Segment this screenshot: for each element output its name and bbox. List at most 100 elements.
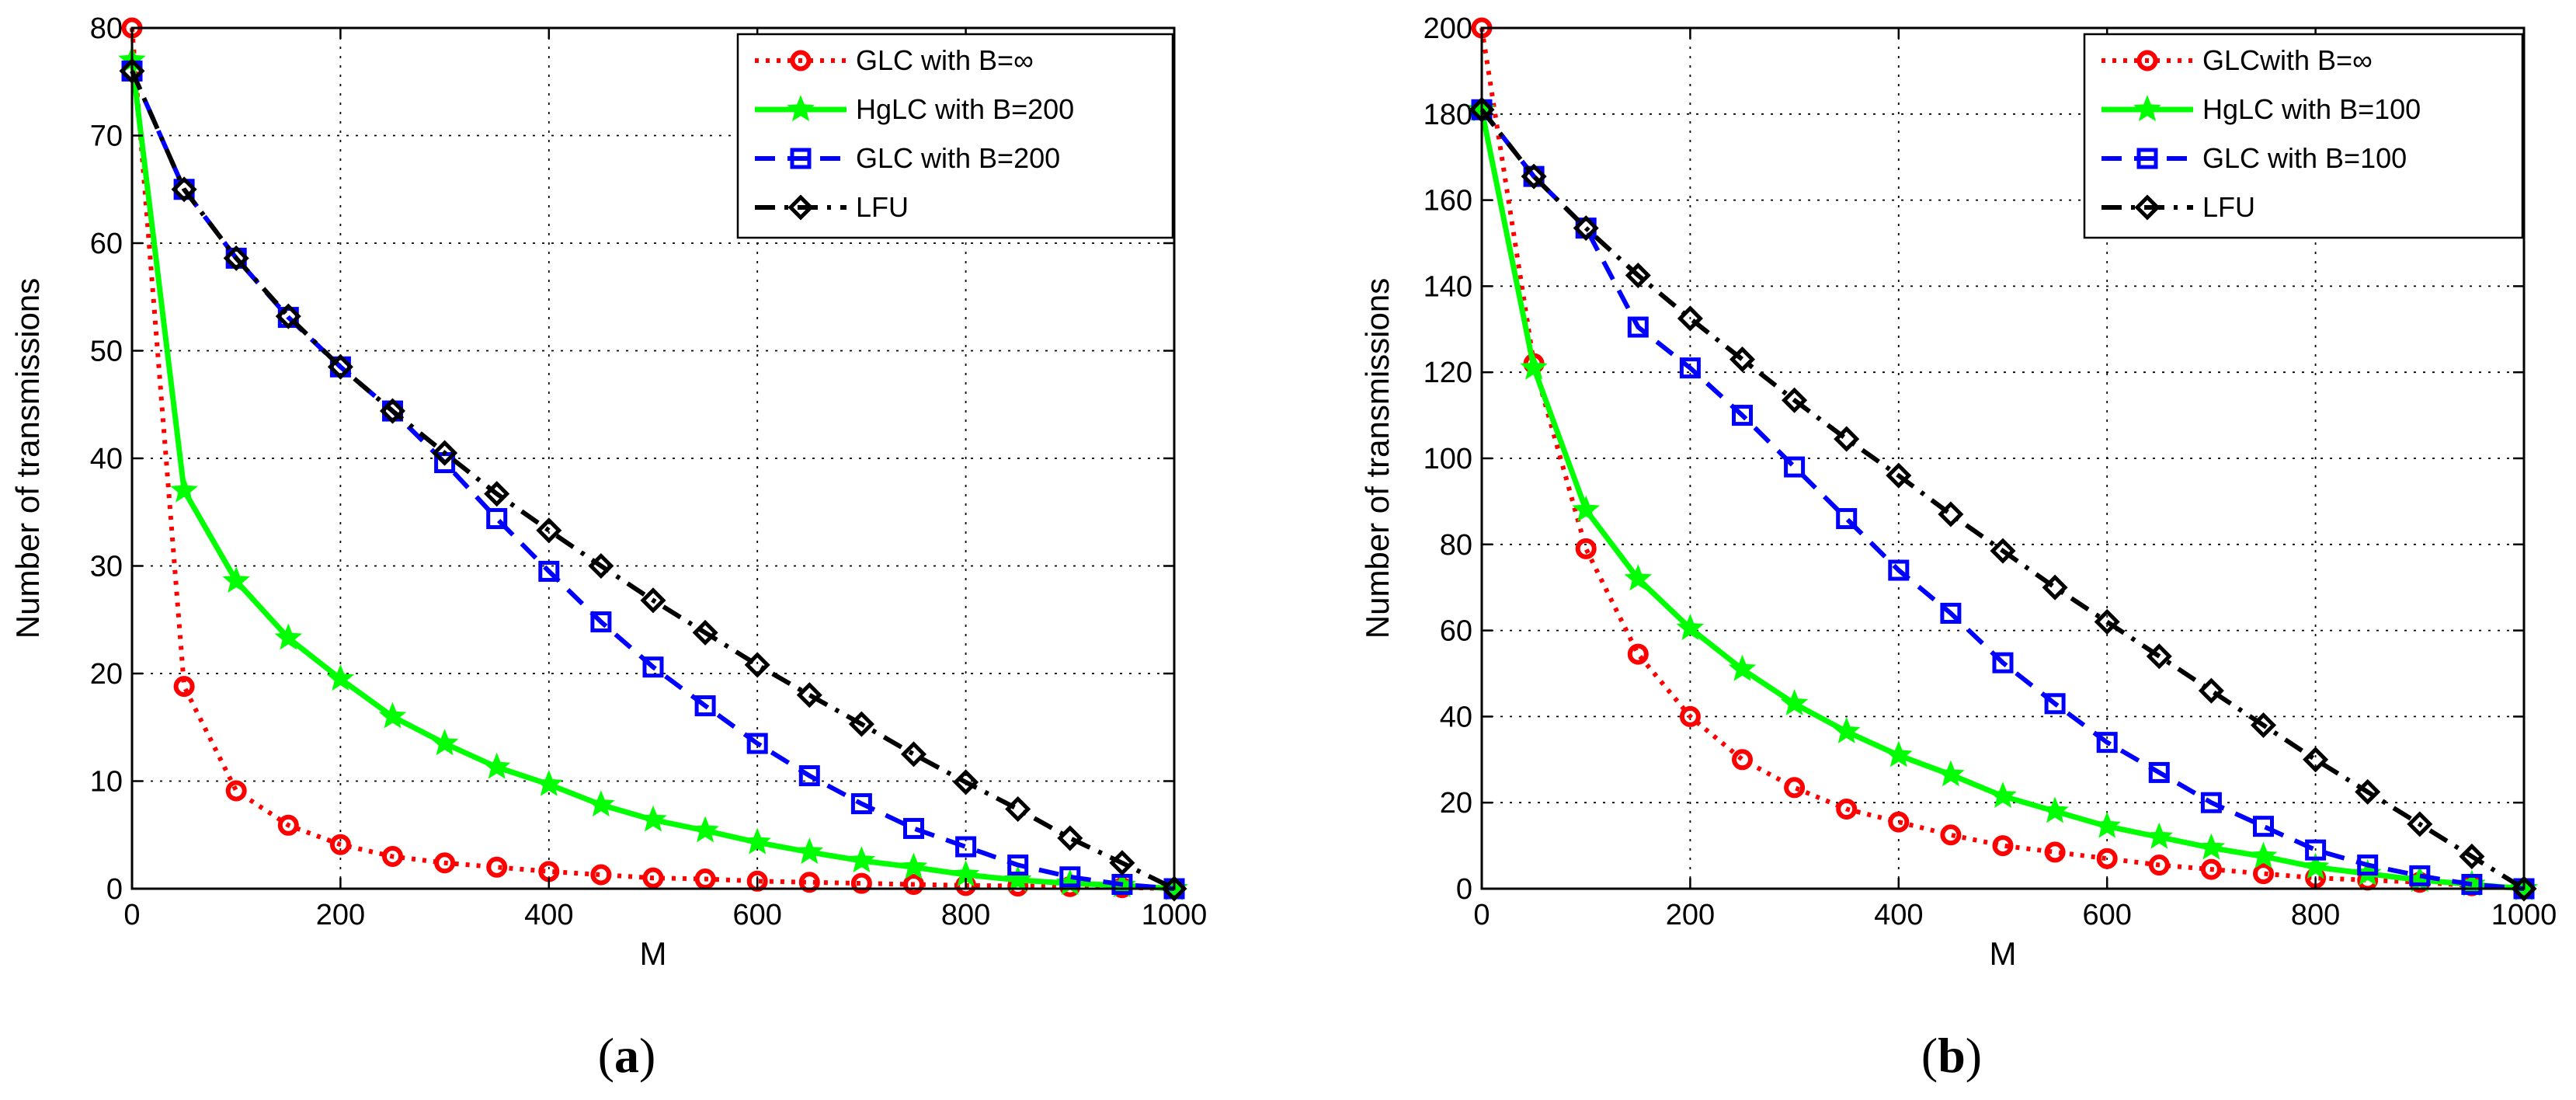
x-tick-label: 0 [123,899,140,931]
x-tick-label: 800 [941,899,990,931]
y-tick-label: 50 [90,336,123,368]
legend-entry: HgLC with B=200 [755,93,1074,125]
data-point [2303,747,2329,773]
data-point [1111,873,1133,895]
series-2 [1468,95,2538,901]
data-point [430,729,459,756]
data-point [1938,501,1964,527]
y-tick-label: 40 [90,443,123,475]
data-point [1625,263,1651,289]
legend-entry: LFU [2101,191,2255,223]
data-point [847,846,876,873]
data-point [2044,841,2066,863]
data-point [1992,652,2014,674]
x-axis-label: M [1990,935,2017,972]
data-point [588,552,614,580]
legend-entry: HgLC with B=100 [2101,93,2421,125]
data-point [1784,777,1806,799]
data-point [903,817,924,839]
x-tick-label: 600 [2082,899,2131,931]
x-tick-label: 800 [2291,899,2340,931]
data-point [2148,855,2170,876]
x-tick-label: 1000 [1142,899,1208,931]
data-point [1888,559,1910,581]
data-point [1832,717,1861,743]
data-point [1886,462,1912,489]
data-point [903,873,924,895]
data-point [274,623,303,650]
data-point [1627,316,1649,338]
data-point [798,765,820,787]
panel-label-b: (b) [1921,1028,1982,1083]
legend-label: HgLC with B=200 [856,93,1074,125]
data-point [2200,858,2222,880]
data-point [2407,811,2433,837]
data-point [1575,538,1597,559]
x-tick-label: 1000 [2491,899,2557,931]
legend-label: GLCwith B=∞ [2202,44,2373,76]
legend-entry: GLC with B=∞ [755,44,1034,76]
data-point [900,741,927,768]
data-point [2096,732,2118,754]
series-layer [1468,17,2538,902]
series-line [1479,27,2525,891]
data-point [1940,602,1962,624]
y-tick-label: 20 [1440,787,1472,820]
data-point [1836,799,1858,820]
data-point [2198,677,2224,704]
data-point [2409,865,2431,886]
legend-marker [2133,95,2161,122]
data-point [486,856,508,878]
data-point [275,303,301,329]
data-point [382,845,403,867]
data-point [639,805,667,832]
x-axis-label: M [640,935,667,972]
data-point [1940,824,1962,846]
data-point [1109,850,1135,876]
data-point [277,814,299,836]
data-point [848,711,874,737]
y-tick-label: 160 [1424,185,1472,218]
data-point [1992,835,2014,857]
y-tick-label: 60 [1440,615,1472,648]
data-point [796,682,822,708]
axis-ticks: 0 200 400 600 800 1000 0 10 20 30 40 50 60 70 80 [90,12,1208,931]
y-axis-label: Number of transmissions [1359,278,1396,639]
legend-label: GLC with B=100 [2202,142,2407,174]
legend-marker [790,50,812,71]
panel-label-a: (a) [598,1028,656,1083]
data-point [2301,852,2330,879]
data-point [326,664,355,691]
y-tick-label: 80 [90,12,123,45]
chart-panel-a: 0 200 400 600 800 1000 0 10 20 30 40 50 60 70 80 M Num… [9,12,1207,1083]
legend-label: GLC with B=∞ [856,44,1034,76]
data-point [590,611,612,633]
data-point [432,440,458,466]
data-point [1679,357,1701,379]
data-point [899,852,928,879]
data-point [1005,795,1031,823]
data-point [223,245,249,271]
legend-label: HgLC with B=100 [2202,93,2421,125]
data-point [2250,712,2277,739]
panel-letter-a: a [614,1028,639,1083]
data-point [2200,792,2222,813]
data-point [2041,796,2069,823]
data-point [2305,839,2327,861]
legend-entry: LFU [755,191,909,223]
data-point [1728,654,1757,681]
legend: GLCwith B=∞ HgLC with B=100 GLC with B=100… [2083,33,2524,239]
data-point [642,867,664,889]
data-point [2044,693,2066,715]
legend-marker [2136,148,2158,169]
series-line [1479,108,2526,891]
y-tick-label: 0 [1456,873,1472,906]
x-tick-label: 200 [316,899,365,931]
data-point [642,656,664,678]
data-point [484,481,510,507]
data-point [2145,822,2174,849]
data-point [2096,848,2118,869]
data-point [1057,825,1083,851]
y-tick-label: 180 [1424,99,1472,131]
data-point [953,769,979,795]
